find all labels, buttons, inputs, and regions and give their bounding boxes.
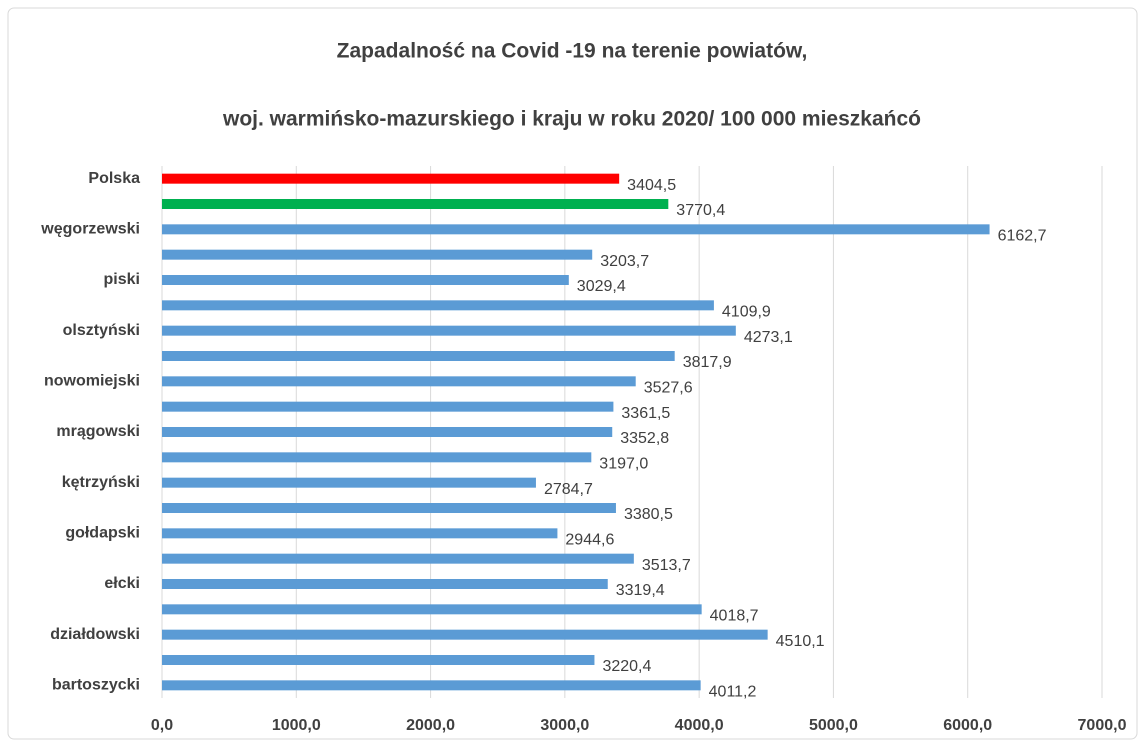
y-tick-label: Polska [88, 170, 140, 187]
value-label: 3380,5 [624, 506, 673, 523]
value-label: 3513,7 [642, 557, 691, 574]
y-tick-label: nowomiejski [44, 373, 140, 390]
value-label: 3352,8 [620, 430, 669, 447]
bar [162, 224, 990, 235]
chart-title: woj. warmińsko-mazurskiego i kraju w rok… [222, 108, 921, 131]
bar [162, 452, 592, 463]
bar [162, 199, 669, 209]
value-label: 4011,2 [709, 684, 757, 701]
y-tick-label: piski [104, 271, 140, 288]
value-label: 3220,4 [602, 658, 651, 675]
bar [162, 351, 675, 361]
value-label: 3527,6 [644, 380, 693, 397]
bar [162, 604, 702, 615]
value-label: 6162,7 [998, 228, 1047, 245]
bar [162, 427, 613, 437]
value-label: 2944,6 [565, 532, 614, 549]
value-label: 4018,7 [710, 608, 759, 625]
bar [162, 680, 701, 691]
bar [162, 173, 620, 184]
bar [162, 376, 636, 387]
bar [162, 325, 736, 336]
bar [162, 300, 714, 311]
y-tick-label: olsztyński [63, 322, 140, 339]
y-tick-label: kętrzyński [62, 474, 140, 491]
value-label: 3197,0 [599, 456, 648, 473]
y-tick-label: węgorzewski [40, 221, 140, 238]
x-tick-label: 7000,0 [1078, 717, 1127, 734]
x-tick-label: 5000,0 [809, 717, 858, 734]
bar [162, 655, 595, 665]
x-tick-label: 6000,0 [943, 717, 992, 734]
chart-title: Zapadalność na Covid -19 na terenie powi… [337, 40, 808, 63]
value-label: 2784,7 [544, 481, 593, 498]
bar [162, 553, 634, 564]
y-tick-label: bartoszycki [52, 677, 140, 694]
y-tick-label: gołdapski [65, 525, 140, 542]
value-label: 3203,7 [600, 253, 649, 270]
bar [162, 579, 608, 589]
value-label: 3029,4 [577, 278, 626, 295]
bar [162, 249, 593, 260]
value-label: 3817,9 [683, 354, 732, 371]
bar [162, 477, 536, 488]
bar [162, 275, 569, 285]
value-label: 3319,4 [616, 582, 665, 599]
value-label: 4273,1 [744, 329, 793, 346]
value-label: 4109,9 [722, 304, 771, 321]
x-tick-label: 1000,0 [272, 717, 321, 734]
x-tick-label: 2000,0 [406, 717, 455, 734]
x-tick-label: 0,0 [151, 717, 173, 734]
value-label: 4510,1 [776, 633, 825, 650]
y-tick-label: działdowski [50, 626, 140, 643]
value-label: 3361,5 [621, 405, 670, 422]
x-tick-label: 4000,0 [675, 717, 724, 734]
value-label: 3770,4 [676, 202, 725, 219]
y-tick-label: mrągowski [56, 423, 140, 440]
value-label: 3404,5 [627, 177, 676, 194]
x-tick-label: 3000,0 [540, 717, 589, 734]
y-tick-label: ełcki [104, 575, 140, 592]
bar [162, 503, 616, 513]
bar [162, 401, 614, 412]
bar [162, 528, 558, 539]
bar [162, 629, 768, 640]
